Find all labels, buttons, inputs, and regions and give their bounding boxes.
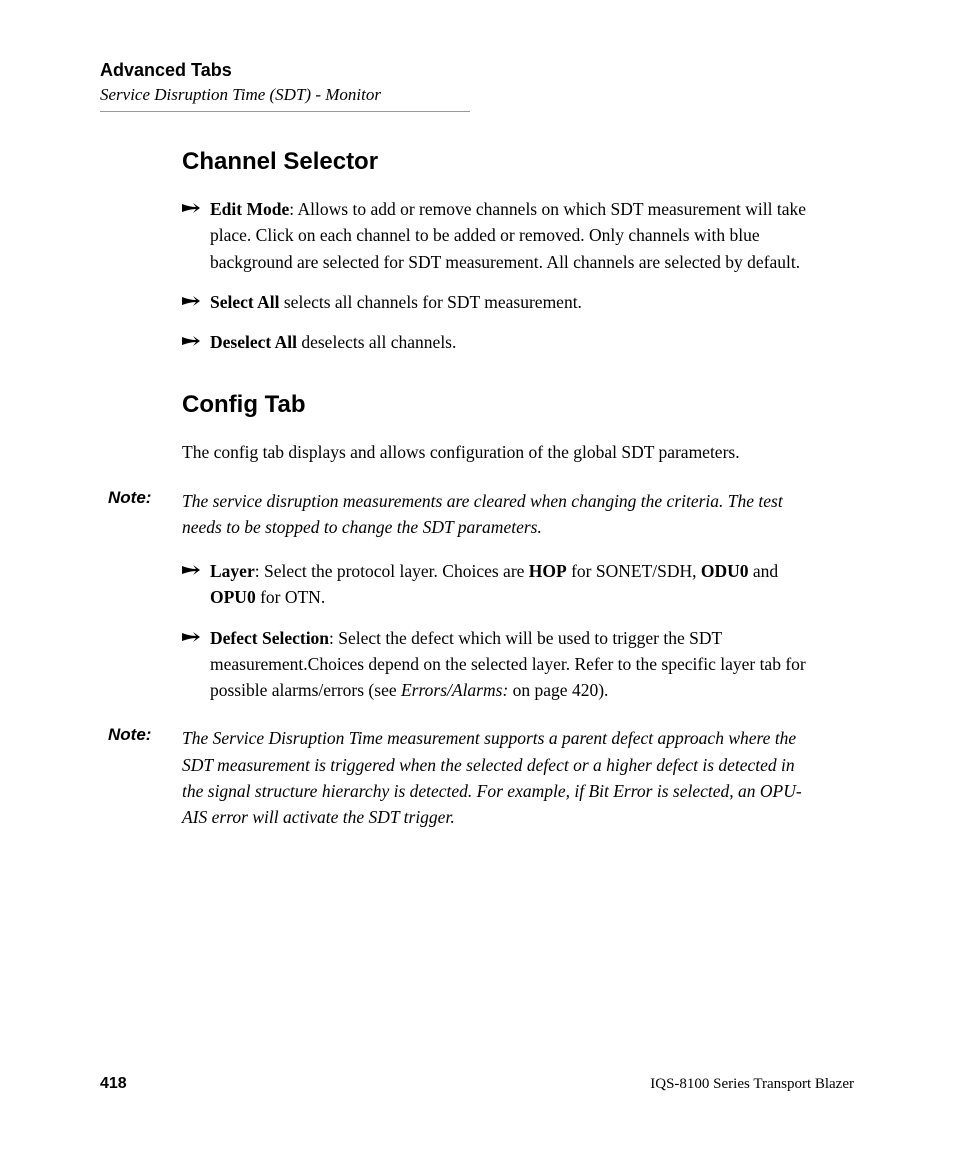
bullet-rest: selects all channels for SDT measurement… xyxy=(280,292,582,312)
bullet-lead: Layer xyxy=(210,561,255,581)
page-header: Advanced Tabs Service Disruption Time (S… xyxy=(100,60,854,112)
arrow-icon xyxy=(182,196,210,275)
t: for OTN. xyxy=(256,587,326,607)
footer-product-name: IQS-8100 Series Transport Blazer xyxy=(650,1076,854,1093)
arrow-icon xyxy=(182,558,210,611)
note-text: The Service Disruption Time measurement … xyxy=(182,725,802,830)
bullet-rest: deselects all channels. xyxy=(297,332,456,352)
bullet-text: Edit Mode: Allows to add or remove chann… xyxy=(210,196,810,275)
header-subtitle: Service Disruption Time (SDT) - Monitor xyxy=(100,85,854,105)
header-title: Advanced Tabs xyxy=(100,60,854,81)
note-block: Note: The service disruption measurement… xyxy=(100,488,854,541)
arrow-icon xyxy=(182,625,210,704)
t: Errors/Alarms: xyxy=(401,680,508,700)
note-label: Note: xyxy=(100,488,182,541)
t: on page 420). xyxy=(508,680,608,700)
t: and xyxy=(749,561,779,581)
bullet-rest: : Allows to add or remove channels on wh… xyxy=(210,199,806,272)
t: for SONET/SDH, xyxy=(567,561,701,581)
bullet-item: Layer: Select the protocol layer. Choice… xyxy=(182,558,854,611)
section-title-channel-selector: Channel Selector xyxy=(182,148,854,176)
t: HOP xyxy=(529,561,567,581)
config-intro: The config tab displays and allows confi… xyxy=(182,439,802,465)
footer-page-number: 418 xyxy=(100,1075,127,1093)
bullet-item: Select All selects all channels for SDT … xyxy=(182,289,854,315)
bullet-text: Defect Selection: Select the defect whic… xyxy=(210,625,810,704)
arrow-icon xyxy=(182,289,210,315)
bullet-text: Select All selects all channels for SDT … xyxy=(210,289,582,315)
t: : Select the protocol layer. Choices are xyxy=(255,561,529,581)
section-title-config-tab: Config Tab xyxy=(182,391,854,419)
note-text: The service disruption measurements are … xyxy=(182,488,802,541)
bullet-lead: Deselect All xyxy=(210,332,297,352)
t: ODU0 xyxy=(701,561,749,581)
t: OPU0 xyxy=(210,587,256,607)
note-label: Note: xyxy=(100,725,182,830)
bullet-item: Edit Mode: Allows to add or remove chann… xyxy=(182,196,854,275)
bullet-text: Layer: Select the protocol layer. Choice… xyxy=(210,558,810,611)
bullet-lead: Edit Mode xyxy=(210,199,289,219)
bullet-item: Deselect All deselects all channels. xyxy=(182,329,854,355)
bullet-lead: Defect Selection xyxy=(210,628,329,648)
arrow-icon xyxy=(182,329,210,355)
page-footer: 418 IQS-8100 Series Transport Blazer xyxy=(100,1075,854,1093)
bullet-lead: Select All xyxy=(210,292,280,312)
bullet-item: Defect Selection: Select the defect whic… xyxy=(182,625,854,704)
note-block: Note: The Service Disruption Time measur… xyxy=(100,725,854,830)
bullet-text: Deselect All deselects all channels. xyxy=(210,329,456,355)
header-rule xyxy=(100,111,470,112)
